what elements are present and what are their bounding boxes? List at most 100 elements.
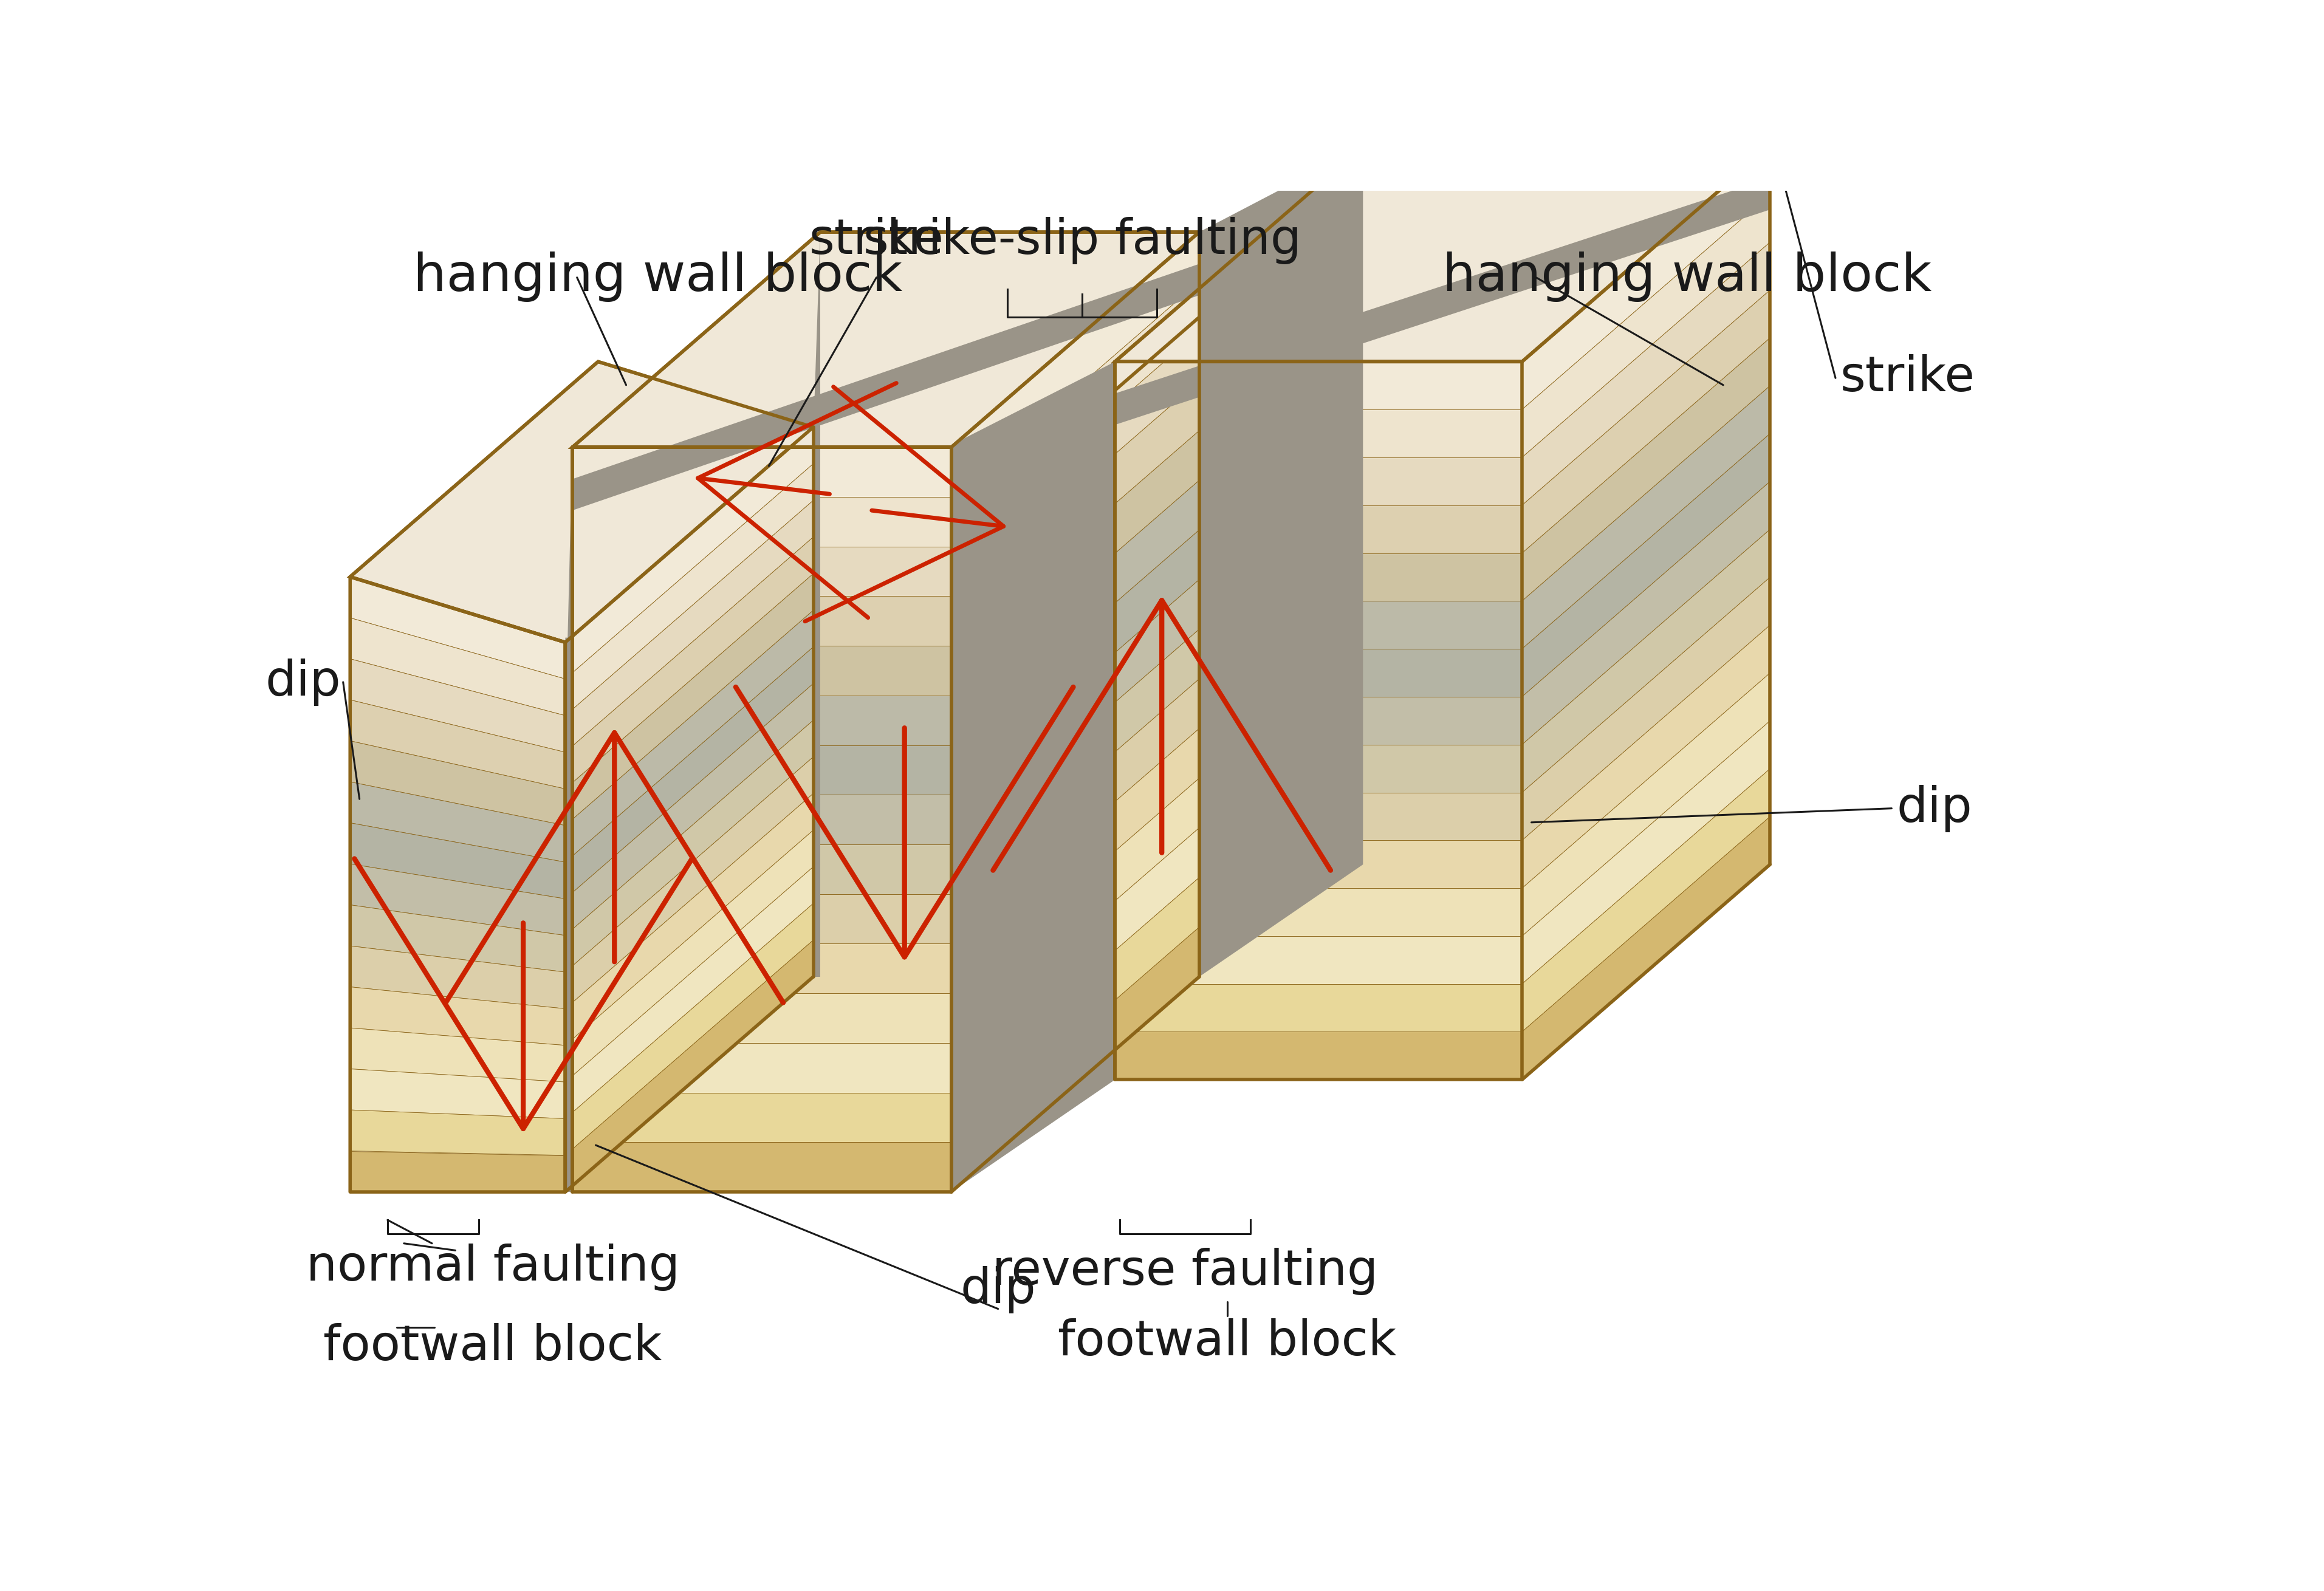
- Polygon shape: [572, 1142, 951, 1192]
- Polygon shape: [572, 943, 951, 993]
- Polygon shape: [1116, 649, 1522, 697]
- Polygon shape: [1522, 337, 1771, 601]
- Polygon shape: [1116, 178, 1771, 425]
- Polygon shape: [351, 1111, 565, 1155]
- Polygon shape: [351, 947, 565, 1009]
- Text: strike: strike: [1841, 355, 1975, 401]
- Polygon shape: [951, 331, 1199, 597]
- Polygon shape: [565, 721, 813, 972]
- Polygon shape: [351, 578, 565, 679]
- Polygon shape: [1522, 387, 1771, 649]
- Polygon shape: [572, 447, 951, 496]
- Polygon shape: [1116, 1033, 1522, 1080]
- Polygon shape: [1116, 745, 1522, 792]
- Polygon shape: [565, 426, 813, 679]
- Polygon shape: [351, 361, 813, 643]
- Polygon shape: [572, 993, 951, 1044]
- Polygon shape: [351, 617, 565, 716]
- Polygon shape: [351, 700, 565, 789]
- Polygon shape: [1116, 792, 1522, 840]
- Polygon shape: [1041, 146, 1362, 455]
- Polygon shape: [351, 1069, 565, 1118]
- Polygon shape: [572, 496, 951, 547]
- Polygon shape: [565, 831, 813, 1082]
- Polygon shape: [351, 823, 565, 899]
- Text: dip: dip: [265, 659, 342, 706]
- Polygon shape: [951, 729, 1199, 993]
- Polygon shape: [1522, 482, 1771, 745]
- Polygon shape: [565, 904, 813, 1155]
- Polygon shape: [1116, 506, 1522, 554]
- Polygon shape: [565, 447, 572, 1192]
- Polygon shape: [1116, 409, 1522, 457]
- Polygon shape: [572, 1093, 951, 1142]
- Text: dip: dip: [960, 1266, 1037, 1314]
- Polygon shape: [1116, 361, 1522, 409]
- Polygon shape: [351, 986, 565, 1045]
- Polygon shape: [1522, 242, 1771, 506]
- Polygon shape: [1522, 434, 1771, 697]
- Polygon shape: [351, 659, 565, 753]
- Polygon shape: [1522, 721, 1771, 983]
- Text: footwall block: footwall block: [323, 1322, 662, 1370]
- Polygon shape: [1116, 983, 1522, 1033]
- Polygon shape: [572, 547, 951, 597]
- Polygon shape: [1116, 888, 1522, 936]
- Text: footwall block: footwall block: [1057, 1319, 1397, 1365]
- Polygon shape: [1116, 146, 1771, 361]
- Polygon shape: [951, 480, 1199, 745]
- Polygon shape: [351, 1028, 565, 1082]
- Polygon shape: [572, 646, 951, 695]
- Polygon shape: [565, 574, 813, 826]
- Polygon shape: [1116, 936, 1522, 983]
- Polygon shape: [951, 679, 1199, 943]
- Polygon shape: [951, 579, 1199, 845]
- Polygon shape: [351, 1150, 565, 1192]
- Polygon shape: [1522, 194, 1771, 457]
- Polygon shape: [1116, 840, 1522, 888]
- Polygon shape: [565, 611, 813, 862]
- Polygon shape: [572, 232, 1199, 447]
- Polygon shape: [1199, 146, 1362, 977]
- Text: strike-slip faulting: strike-slip faulting: [862, 216, 1301, 264]
- Polygon shape: [951, 361, 1116, 1192]
- Polygon shape: [951, 878, 1199, 1142]
- Polygon shape: [951, 630, 1199, 894]
- Polygon shape: [351, 781, 565, 862]
- Polygon shape: [565, 757, 813, 1009]
- Text: strike: strike: [809, 216, 944, 264]
- Polygon shape: [951, 778, 1199, 1044]
- Polygon shape: [572, 264, 1199, 511]
- Polygon shape: [1522, 290, 1771, 554]
- Text: normal faulting: normal faulting: [307, 1244, 679, 1290]
- Polygon shape: [565, 867, 813, 1118]
- Polygon shape: [1522, 578, 1771, 840]
- Polygon shape: [572, 894, 951, 943]
- Polygon shape: [572, 845, 951, 894]
- Polygon shape: [951, 232, 1199, 496]
- Text: hanging wall block: hanging wall block: [1443, 251, 1931, 302]
- Polygon shape: [572, 597, 951, 646]
- Polygon shape: [951, 380, 1199, 646]
- Text: reverse faulting: reverse faulting: [992, 1247, 1378, 1295]
- Polygon shape: [565, 940, 813, 1192]
- Polygon shape: [951, 928, 1199, 1192]
- Text: hanging wall block: hanging wall block: [414, 251, 902, 302]
- Polygon shape: [1116, 554, 1522, 601]
- Polygon shape: [1116, 601, 1522, 649]
- Polygon shape: [351, 864, 565, 936]
- Polygon shape: [572, 796, 951, 845]
- Polygon shape: [351, 741, 565, 826]
- Polygon shape: [951, 282, 1199, 547]
- Polygon shape: [572, 745, 951, 796]
- Polygon shape: [572, 1044, 951, 1093]
- Polygon shape: [1522, 816, 1771, 1080]
- Polygon shape: [565, 648, 813, 899]
- Polygon shape: [951, 431, 1199, 695]
- Polygon shape: [572, 695, 951, 745]
- Polygon shape: [1116, 457, 1522, 506]
- Polygon shape: [1522, 625, 1771, 888]
- Polygon shape: [565, 794, 813, 1045]
- Polygon shape: [1522, 673, 1771, 936]
- Polygon shape: [813, 232, 820, 977]
